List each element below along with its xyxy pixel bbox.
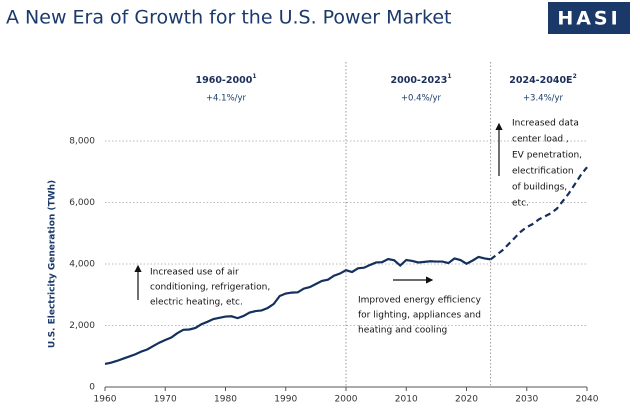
- period-footnote: 1: [447, 73, 451, 80]
- annotation: EV penetration,: [512, 151, 582, 161]
- x-tick-label: 1980: [214, 395, 237, 405]
- x-tick-label: 1990: [274, 395, 297, 405]
- logo: HASI: [557, 8, 620, 30]
- chart-title: A New Era of Growth for the U.S. Power M…: [6, 7, 451, 29]
- y-tick-label: 2,000: [69, 321, 95, 331]
- annotation: electric heating, etc.: [150, 298, 243, 308]
- annotation: Increased use of air: [150, 268, 239, 278]
- annotation: heating and cooling: [358, 326, 447, 336]
- annotation: electrification: [512, 167, 574, 177]
- annotation: of buildings,: [512, 183, 567, 193]
- logo-box: [548, 2, 630, 34]
- period-footnote: 1: [252, 73, 256, 80]
- annotation: Increased data: [512, 119, 579, 129]
- period-growth: +0.4%/yr: [401, 94, 442, 104]
- y-tick-label: 6,000: [69, 198, 95, 208]
- y-tick-label: 0: [89, 383, 95, 393]
- annotation: Improved energy efficiency: [358, 296, 482, 306]
- data-line: [489, 166, 588, 261]
- period-growth: +4.1%/yr: [206, 94, 247, 104]
- x-tick-label: 2020: [455, 395, 478, 405]
- period-label: 2000-20231: [390, 73, 451, 86]
- annotation: etc.: [512, 199, 529, 209]
- annotation: conditioning, refrigeration,: [150, 283, 270, 293]
- data-line: [104, 255, 491, 366]
- period-label: 1960-20001: [195, 73, 256, 86]
- y-tick-label: 8,000: [69, 137, 95, 147]
- period-growth: +3.4%/yr: [523, 94, 564, 104]
- period-range: 2024-2040E: [509, 75, 572, 86]
- period-range: 2000-2023: [390, 75, 447, 86]
- annotation: for lighting, appliances and: [358, 311, 481, 321]
- x-tick-label: 2010: [395, 395, 418, 405]
- period-footnote: 2: [573, 73, 577, 80]
- x-tick-label: 2000: [335, 395, 358, 405]
- x-tick-label: 1960: [94, 395, 117, 405]
- x-tick-label: 2030: [515, 395, 538, 405]
- y-axis-label: U.S. Electricity Generation (TWh): [48, 180, 58, 348]
- annotation: center load ,: [512, 135, 569, 145]
- period-label: 2024-2040E2: [509, 73, 577, 86]
- period-range: 1960-2000: [195, 75, 252, 86]
- y-tick-label: 4,000: [69, 260, 95, 270]
- x-tick-label: 2040: [576, 395, 599, 405]
- x-tick-label: 1970: [154, 395, 177, 405]
